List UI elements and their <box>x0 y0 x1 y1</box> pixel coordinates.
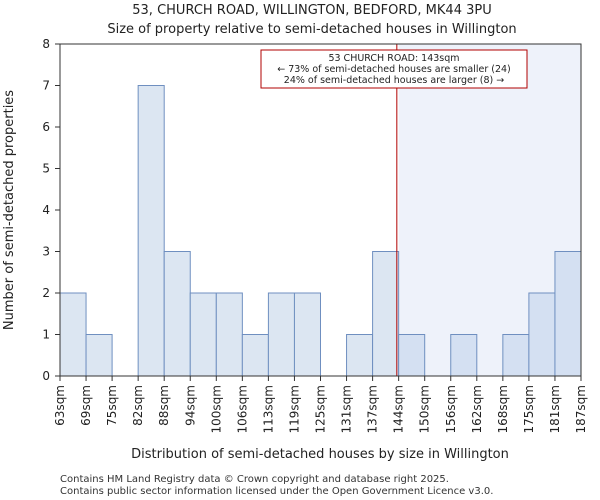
x-tick-label: 131sqm <box>340 385 354 433</box>
y-tick-label: 0 <box>42 369 50 383</box>
bar-88sqm <box>163 251 191 377</box>
y-tick-label: 4 <box>42 203 50 217</box>
bar-82sqm <box>137 85 165 377</box>
bar-175sqm <box>528 292 556 377</box>
bar-113sqm <box>267 292 295 377</box>
bar-106sqm <box>241 334 269 377</box>
chart-subtitle: Size of property relative to semi-detach… <box>107 22 516 37</box>
y-tick-label: 5 <box>42 162 50 176</box>
x-tick-label: 187sqm <box>574 385 588 433</box>
x-tick-label: 175sqm <box>522 385 536 433</box>
y-tick-label: 6 <box>42 120 50 134</box>
bar-181sqm <box>554 251 582 377</box>
annotation-line-3: 24% of semi-detached houses are larger (… <box>284 75 504 86</box>
x-tick-label: 113sqm <box>261 385 275 433</box>
footer-line-1: Contains HM Land Registry data © Crown c… <box>60 474 449 485</box>
x-tick-label: 63sqm <box>53 385 67 426</box>
y-axis-ticks: 0 1 2 3 4 5 6 7 8 <box>42 37 60 383</box>
x-tick-label: 137sqm <box>366 385 380 433</box>
y-tick-label: 8 <box>42 37 50 51</box>
bar-137sqm <box>372 251 400 377</box>
bar-131sqm <box>346 334 374 377</box>
x-tick-label: 119sqm <box>287 385 301 433</box>
x-tick-label: 94sqm <box>183 385 197 426</box>
x-tick-label: 88sqm <box>157 385 171 426</box>
x-tick-label: 82sqm <box>131 385 145 426</box>
bar-156sqm <box>450 334 478 377</box>
x-axis-ticks: 63sqm 69sqm 75sqm 82sqm 88sqm 94sqm 100sqm 106s… <box>53 376 588 433</box>
x-tick-label: 125sqm <box>314 385 328 433</box>
bar-69sqm <box>85 334 113 377</box>
annotation-line-2: ← 73% of semi-detached houses are smalle… <box>277 64 511 75</box>
y-tick-label: 1 <box>42 328 50 342</box>
x-tick-label: 150sqm <box>418 385 432 433</box>
x-tick-label: 100sqm <box>209 385 223 433</box>
y-tick-label: 2 <box>42 286 50 300</box>
bar-94sqm <box>189 292 217 377</box>
annotation-line-1: 53 CHURCH ROAD: 143sqm <box>328 53 459 64</box>
bars-group <box>59 85 582 377</box>
chart-title: 53, CHURCH ROAD, WILLINGTON, BEDFORD, MK… <box>132 3 491 18</box>
x-tick-label: 168sqm <box>496 385 510 433</box>
x-tick-label: 69sqm <box>79 385 93 426</box>
bar-119sqm <box>293 292 322 377</box>
y-axis-label: Number of semi-detached properties <box>2 90 17 330</box>
x-axis-label: Distribution of semi-detached houses by … <box>131 447 509 462</box>
y-tick-label: 7 <box>42 79 50 93</box>
bar-168sqm <box>502 334 530 377</box>
y-tick-label: 3 <box>42 245 50 259</box>
x-tick-label: 106sqm <box>235 385 249 433</box>
bar-100sqm <box>215 292 243 377</box>
x-tick-label: 181sqm <box>548 385 562 433</box>
annotation-box <box>260 49 528 89</box>
bar-144sqm <box>398 334 426 377</box>
x-tick-label: 156sqm <box>444 385 458 433</box>
bar-63sqm <box>59 292 87 377</box>
footer-line-2: Contains public sector information licen… <box>60 486 493 497</box>
plot-frame <box>59 43 582 377</box>
x-tick-label: 162sqm <box>470 385 484 433</box>
x-tick-label: 144sqm <box>392 385 406 433</box>
x-tick-label: 75sqm <box>105 385 119 426</box>
